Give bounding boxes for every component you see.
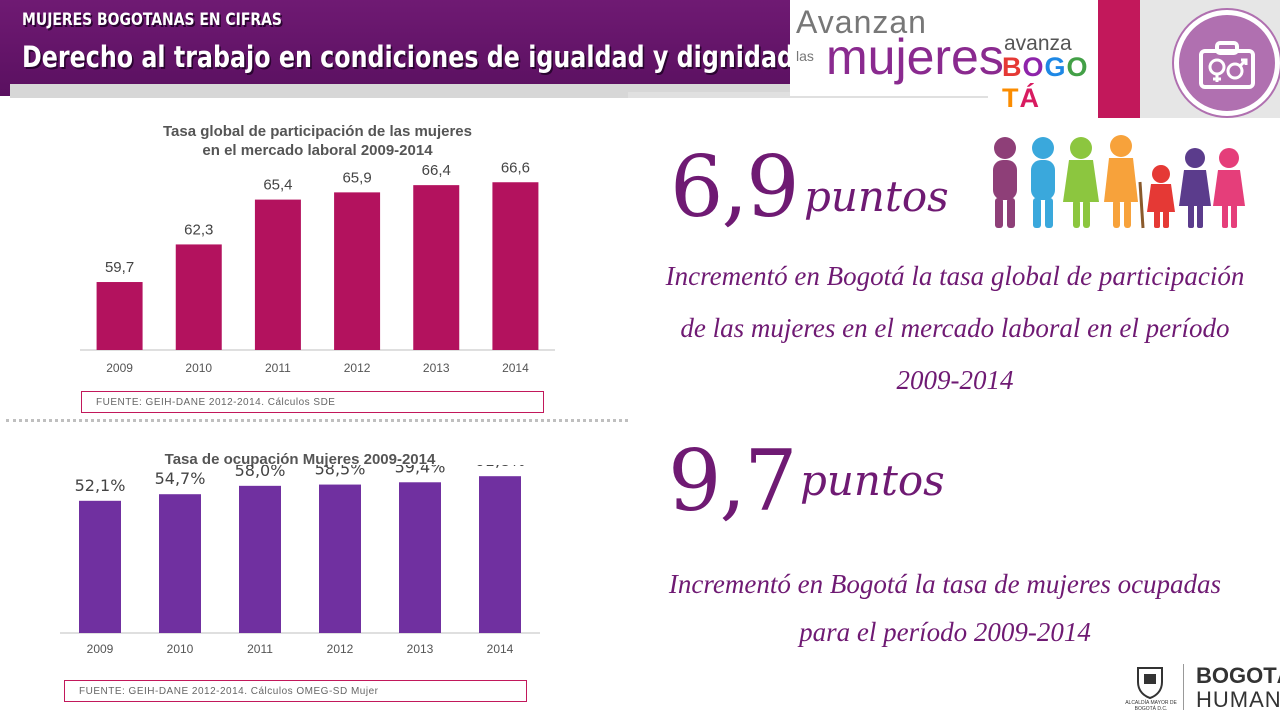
data-label-2011: 58,0% xyxy=(235,465,286,480)
logo-bogota-letter: T xyxy=(1002,83,1020,113)
chart1-title-line1: Tasa global de participación de las muje… xyxy=(163,123,472,140)
bar-2009 xyxy=(79,500,121,633)
stat1-unit: puntos xyxy=(804,172,949,221)
bar-2013 xyxy=(399,482,441,633)
logo-bogota-letter: O xyxy=(1022,52,1045,82)
person-figure-3 xyxy=(1063,137,1099,228)
x-tick-2014: 2014 xyxy=(502,361,529,375)
logo-bogota-letter: Á xyxy=(1019,83,1040,113)
footer-humana: HUMANA xyxy=(1196,687,1280,712)
campaign-logo: Avanzan las mujeres avanza BOGOTÁ xyxy=(790,0,1098,113)
header-shadow xyxy=(10,84,790,98)
gender-symbols-icon xyxy=(1174,10,1280,116)
chart1-title-line2: en el mercado laboral 2009-2014 xyxy=(202,142,433,159)
bar-2014 xyxy=(492,182,539,350)
header-band xyxy=(0,0,790,96)
logo-bogota-letter: O xyxy=(1066,52,1089,82)
header-kicker: MUJERES BOGOTANAS EN CIFRAS xyxy=(22,10,282,30)
footer-divider xyxy=(1183,664,1184,710)
magenta-tab xyxy=(1098,0,1140,118)
data-label-2014: 66,6 xyxy=(501,160,530,176)
coat-of-arms-icon xyxy=(1137,667,1163,700)
data-label-2012: 58,5% xyxy=(315,465,366,479)
person-figure-6 xyxy=(1179,148,1211,228)
data-label-2010: 54,7% xyxy=(155,469,206,488)
chart1-source: FUENTE: GEIH-DANE 2012-2014. Cálculos SD… xyxy=(81,391,544,413)
x-tick-2009: 2009 xyxy=(87,642,114,656)
data-label-2013: 59,4% xyxy=(395,465,446,476)
person-figure-1 xyxy=(993,137,1017,228)
x-tick-2011: 2011 xyxy=(265,361,291,375)
logo-mujeres: mujeres xyxy=(826,29,1004,85)
x-tick-2010: 2010 xyxy=(185,361,212,375)
data-label-2010: 62,3 xyxy=(184,221,213,238)
person-figure-5 xyxy=(1147,165,1175,228)
stat1-number: 6,9 xyxy=(670,138,800,236)
page-title: Derecho al trabajo en condiciones de igu… xyxy=(22,40,795,74)
x-tick-2011: 2011 xyxy=(247,642,273,656)
person-figure-4 xyxy=(1104,135,1145,229)
x-tick-2012: 2012 xyxy=(344,361,371,375)
chart2-source: FUENTE: GEIH-DANE 2012-2014. Cálculos OM… xyxy=(64,680,527,702)
footer-alcaldia: ALCALDÍA MAYOR DE BOGOTÁ D.C. xyxy=(1125,700,1177,712)
bar-2011 xyxy=(254,199,301,350)
logo-las: las xyxy=(796,48,814,64)
x-tick-2013: 2013 xyxy=(423,361,450,375)
chart1-title: Tasa global de participación de las muje… xyxy=(80,122,555,160)
person-figure-7 xyxy=(1213,148,1245,228)
stat2-number: 9,7 xyxy=(668,432,798,530)
bar-2011 xyxy=(239,485,281,633)
logo-bogota-letter: G xyxy=(1044,52,1067,82)
stat1-description: Incrementó en Bogotá la tasa global de p… xyxy=(665,261,1245,395)
logo-avanzan: Avanzan xyxy=(796,4,927,40)
bar-2012 xyxy=(334,192,381,350)
data-label-2009: 59,7 xyxy=(105,259,134,276)
bar-2014 xyxy=(479,476,521,633)
section-separator xyxy=(6,419,628,422)
chart2-plot: 52,1% 2009 54,7% 2010 58,0% 2011 58,5% 2012 59,4… xyxy=(60,465,540,656)
bar-2010 xyxy=(175,244,222,350)
data-label-2012: 65,9 xyxy=(342,169,371,186)
data-label-2009: 52,1% xyxy=(75,476,126,495)
person-figure-2 xyxy=(1031,137,1055,228)
logo-avanza: avanza xyxy=(1004,32,1072,55)
logo-bogota: BOGOTÁ xyxy=(1002,52,1098,114)
x-tick-2014: 2014 xyxy=(487,642,514,656)
stat2-unit: puntos xyxy=(800,456,945,505)
x-tick-2012: 2012 xyxy=(327,642,354,656)
stat2-description: Incrementó en Bogotá la tasa de mujeres … xyxy=(668,569,1222,647)
people-group-icon xyxy=(993,135,1245,229)
data-label-2014: 61,8% xyxy=(475,465,526,470)
footer-bogota: BOGOTÁ xyxy=(1196,663,1280,688)
chart1-plot: 59,7 2009 62,3 2010 65,4 2011 65,9 2012 66,4 2013… xyxy=(80,160,555,375)
x-tick-2009: 2009 xyxy=(106,361,133,375)
bar-2013 xyxy=(413,185,460,350)
x-tick-2010: 2010 xyxy=(167,642,194,656)
bar-2010 xyxy=(159,494,201,633)
bar-2012 xyxy=(319,484,361,633)
data-label-2011: 65,4 xyxy=(263,177,292,194)
bar-2009 xyxy=(96,282,143,350)
x-tick-2013: 2013 xyxy=(407,642,434,656)
data-label-2013: 66,4 xyxy=(422,162,451,179)
chart2-title: Tasa de ocupación Mujeres 2009-2014 xyxy=(164,451,436,468)
logo-bogota-letter: B xyxy=(1002,52,1023,82)
